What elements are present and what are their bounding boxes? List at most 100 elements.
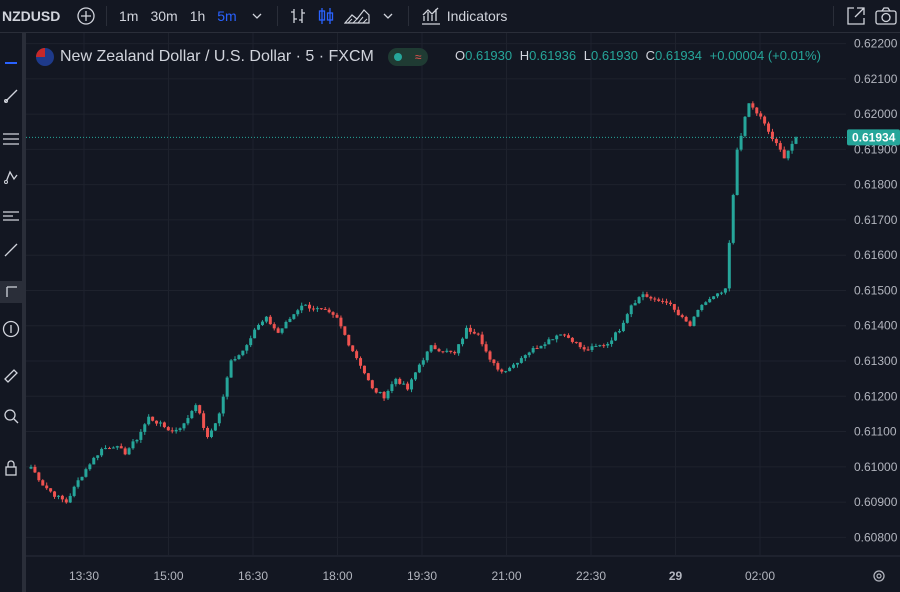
candle-body xyxy=(119,446,123,449)
candle-body xyxy=(209,430,213,437)
candle xyxy=(665,298,669,306)
price-axis[interactable] xyxy=(846,33,900,555)
area-style-icon[interactable] xyxy=(340,0,374,32)
candle-body xyxy=(143,424,147,432)
timeframe-1m-button[interactable]: 1m xyxy=(119,8,139,24)
candle xyxy=(484,341,488,353)
legend-title[interactable]: New Zealand Dollar / U.S. Dollar · 5 · F… xyxy=(60,48,374,65)
candle xyxy=(151,416,155,422)
chevron-down-icon[interactable] xyxy=(374,0,402,32)
open-value: 0.61930 xyxy=(465,48,513,63)
candle xyxy=(225,376,229,400)
candle xyxy=(194,403,198,413)
candle xyxy=(170,427,174,434)
timeframe-1h-button[interactable]: 1h xyxy=(189,8,206,24)
settings-gear-icon[interactable] xyxy=(873,570,885,582)
candle-body xyxy=(276,328,280,333)
candle xyxy=(202,410,206,431)
time-tick-label: 02:00 xyxy=(745,569,775,583)
camera-icon[interactable] xyxy=(872,0,900,32)
candle-body xyxy=(292,314,296,319)
candle xyxy=(319,308,323,310)
candle-body xyxy=(512,364,516,368)
last-price-tag: 0.61934 xyxy=(847,129,900,146)
candle xyxy=(206,426,210,439)
candle-body xyxy=(300,305,304,311)
candle xyxy=(45,482,49,490)
price-tick-label: 0.61200 xyxy=(854,389,898,403)
candle xyxy=(566,333,570,339)
candle xyxy=(158,420,162,427)
candle xyxy=(457,344,461,356)
price-axis-labels: 0.62200 0.62100 0.62000 0.61900 0.61800 0.617… xyxy=(854,37,898,545)
candle xyxy=(527,351,531,358)
candle xyxy=(237,354,241,360)
time-tick-label: 15:00 xyxy=(153,569,183,583)
candle xyxy=(445,348,449,353)
candle xyxy=(186,415,190,426)
candle xyxy=(162,421,166,429)
candle-body xyxy=(606,343,610,346)
candle-body xyxy=(555,335,559,340)
price-tick-label: 0.61700 xyxy=(854,213,898,227)
candle xyxy=(735,147,739,196)
market-status-badge[interactable]: ≈ xyxy=(387,48,428,66)
candle xyxy=(504,370,508,374)
brush-icon[interactable] xyxy=(0,239,22,261)
candles-style-icon[interactable] xyxy=(312,0,340,32)
candle xyxy=(143,423,147,435)
cursor-icon[interactable] xyxy=(0,53,22,75)
pattern-icon[interactable] xyxy=(0,166,22,188)
bars-style-icon[interactable] xyxy=(284,0,312,32)
lock-icon[interactable] xyxy=(0,457,22,479)
candle xyxy=(221,394,225,417)
candle xyxy=(692,315,696,327)
trendline-icon[interactable] xyxy=(0,85,22,107)
candle xyxy=(535,345,539,350)
candle xyxy=(147,414,151,426)
candle-body xyxy=(449,350,453,352)
timeframe-5m-button[interactable]: 5m xyxy=(217,8,237,24)
candle-body xyxy=(288,318,292,322)
chevron-down-icon[interactable] xyxy=(243,0,271,32)
candle-body xyxy=(33,466,37,473)
candle xyxy=(461,337,465,347)
candle xyxy=(213,422,217,431)
fib-icon[interactable] xyxy=(0,128,22,150)
text-tool-icon[interactable] xyxy=(0,281,22,303)
candle-body xyxy=(751,103,755,108)
symbol-search-button[interactable]: NZDUSD xyxy=(2,8,61,24)
candle-body xyxy=(56,495,60,497)
compare-add-icon[interactable] xyxy=(72,0,100,32)
candle xyxy=(304,304,308,306)
candle-body xyxy=(88,464,92,470)
candle xyxy=(543,341,547,349)
candle-body xyxy=(759,113,763,117)
emoji-icon[interactable] xyxy=(0,318,22,340)
candle-body xyxy=(672,304,676,310)
zoom-icon[interactable] xyxy=(0,405,22,427)
candle xyxy=(786,150,790,161)
candle xyxy=(233,356,237,362)
indicators-button[interactable]: Indicators xyxy=(415,0,514,32)
prediction-icon[interactable] xyxy=(0,205,22,227)
candle-body xyxy=(347,334,351,346)
time-tick-label: 21:00 xyxy=(491,569,521,583)
candle-body xyxy=(719,292,723,294)
candle xyxy=(645,291,649,298)
candle-body xyxy=(398,378,402,384)
candle-body xyxy=(476,333,480,335)
timeframe-30m-button[interactable]: 30m xyxy=(150,8,178,24)
candle xyxy=(280,328,284,335)
time-axis[interactable] xyxy=(26,557,900,592)
ruler-icon[interactable] xyxy=(0,365,22,387)
price-chart[interactable]: 0.62200 0.62100 0.62000 0.61900 0.61800 0.617… xyxy=(26,33,900,592)
snapshot-icon[interactable] xyxy=(840,0,872,32)
indicators-icon xyxy=(421,7,440,25)
candle xyxy=(468,324,472,335)
candle xyxy=(390,381,394,394)
candle-body xyxy=(574,341,578,343)
candle xyxy=(257,323,261,331)
candle xyxy=(410,377,414,393)
candle-body xyxy=(774,139,778,144)
